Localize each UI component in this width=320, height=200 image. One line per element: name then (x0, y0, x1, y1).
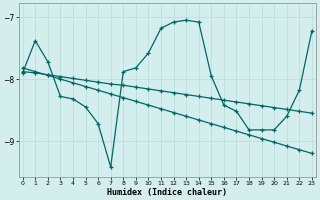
X-axis label: Humidex (Indice chaleur): Humidex (Indice chaleur) (107, 188, 227, 197)
